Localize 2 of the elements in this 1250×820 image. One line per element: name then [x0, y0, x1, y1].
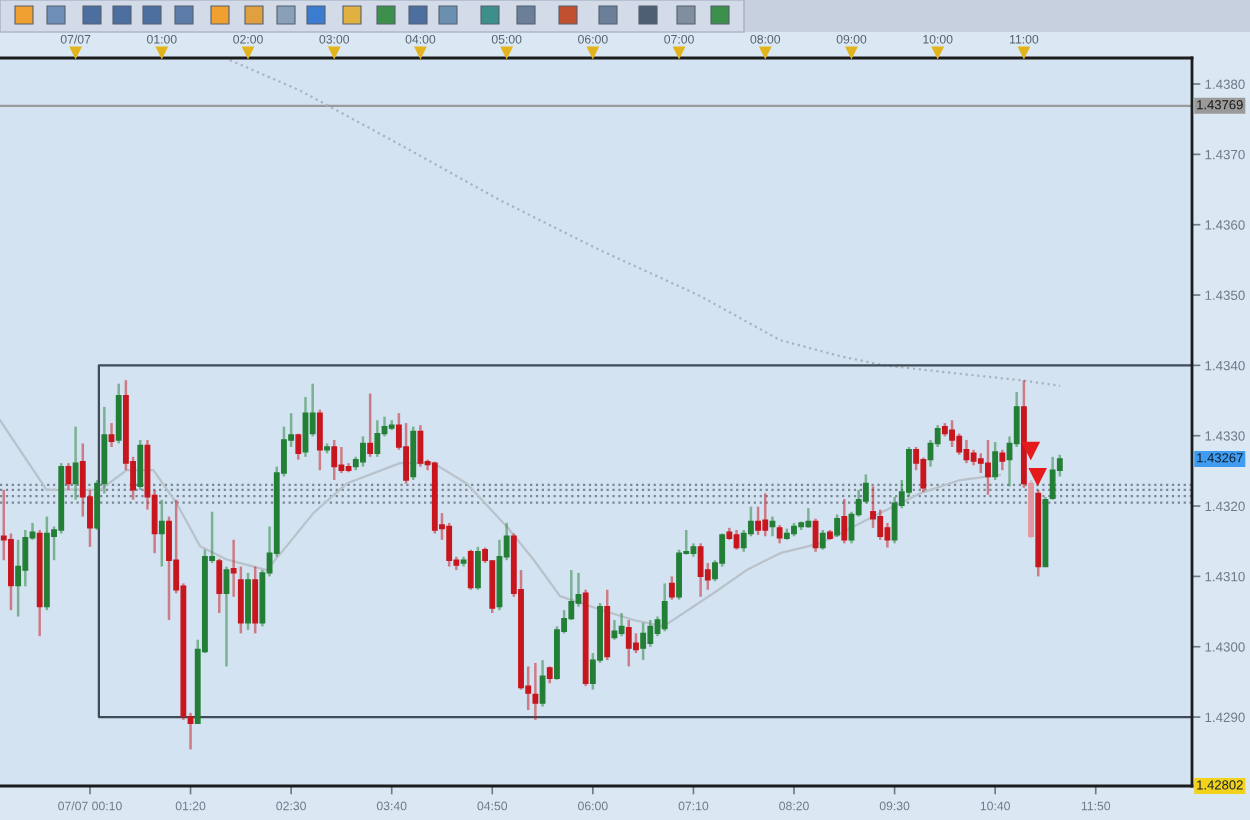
- line-series: [228, 59, 1062, 387]
- line-series: [0, 419, 1001, 628]
